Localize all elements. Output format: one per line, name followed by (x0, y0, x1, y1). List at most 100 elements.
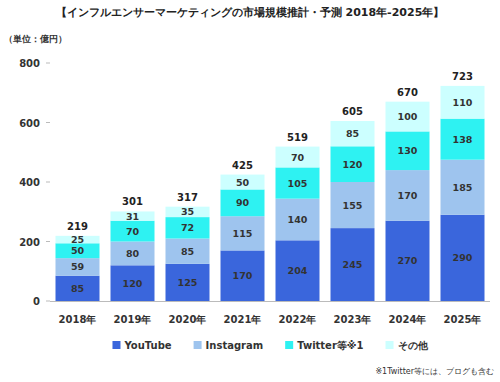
data-label: 70 (126, 226, 140, 237)
data-label: 155 (343, 200, 363, 211)
bar-segment (386, 102, 430, 132)
bar-segment (331, 146, 375, 182)
bar-segment (111, 265, 155, 301)
legend-label: その他 (398, 340, 429, 351)
x-tick-label: 2023年 (334, 314, 372, 325)
data-label: 115 (233, 228, 253, 239)
x-tick-label: 2020年 (169, 314, 207, 325)
bar-segment (331, 182, 375, 228)
y-tick-label: 600 (19, 118, 40, 129)
data-label: 110 (453, 97, 473, 108)
y-tick (46, 301, 50, 302)
legend-item: その他 (386, 340, 429, 351)
x-tick-label: 2022年 (279, 314, 317, 325)
bar-segment (441, 215, 485, 301)
x-tick-label: 2021年 (224, 314, 262, 325)
bar-segment (221, 175, 265, 190)
x-axis (50, 301, 490, 302)
data-label: 72 (181, 222, 194, 233)
labels: 8559502521912080703130112585723531717011… (67, 71, 473, 294)
y-tick-label: 0 (33, 296, 40, 307)
total-label: 425 (232, 160, 253, 171)
legend-item: Twitter等※1 (285, 340, 363, 351)
legend-label: Instagram (206, 340, 264, 351)
bar-segment (331, 228, 375, 301)
legend-item: YouTube (112, 340, 171, 351)
data-label: 85 (346, 128, 359, 139)
total-label: 301 (122, 196, 143, 207)
legend-swatch (285, 341, 293, 349)
total-label: 317 (177, 192, 198, 203)
data-label: 59 (71, 261, 84, 272)
bars (56, 86, 485, 301)
bar-segment (56, 276, 100, 301)
bar-segment (276, 167, 320, 198)
x-tick-label: 2024年 (389, 314, 427, 325)
data-label: 170 (233, 270, 253, 281)
bar-segment (386, 221, 430, 301)
title: 【インフルエンサーマーケティングの市場規模推計・予測 2018年-2025年】 (56, 6, 445, 19)
y-tick (46, 182, 50, 183)
y-tick-label: 800 (19, 58, 40, 69)
data-label: 120 (343, 159, 363, 170)
data-label: 80 (126, 248, 140, 259)
bar-segment (386, 170, 430, 221)
bar-segment (56, 243, 100, 258)
data-label: 270 (398, 255, 418, 266)
y-tick-label: 400 (19, 177, 40, 188)
bar-segment (441, 119, 485, 160)
data-label: 50 (236, 177, 250, 188)
bar-segment (111, 221, 155, 242)
bar-segment (221, 250, 265, 301)
data-label: 35 (181, 206, 194, 217)
x-tick-label: 2025年 (444, 314, 482, 325)
data-label: 31 (126, 211, 139, 222)
bar-segment (276, 240, 320, 301)
bar-segment (111, 211, 155, 220)
legend-label: Twitter等※1 (297, 340, 363, 351)
bar-segment (221, 216, 265, 250)
data-label: 90 (236, 197, 250, 208)
data-label: 130 (398, 145, 418, 156)
data-label: 290 (453, 252, 473, 263)
bar-segment (276, 147, 320, 168)
y-tick-label: 200 (19, 237, 40, 248)
bar-segment (441, 86, 485, 119)
legend-item: Instagram (194, 340, 264, 351)
data-label: 140 (288, 214, 308, 225)
bar-segment (331, 121, 375, 146)
bar-segment (166, 239, 210, 264)
legend-label: YouTube (123, 340, 171, 351)
data-label: 204 (288, 265, 308, 276)
data-label: 70 (291, 152, 305, 163)
bar-segment (111, 242, 155, 266)
legend-swatch (194, 341, 202, 349)
data-label: 50 (71, 245, 85, 256)
data-label: 138 (453, 134, 473, 145)
total-label: 519 (287, 132, 308, 143)
data-label: 120 (123, 278, 143, 289)
chart: 【インフルエンサーマーケティングの市場規模推計・予測 2018年-2025年】 （… (0, 0, 500, 382)
data-label: 245 (343, 259, 363, 270)
legend: YouTube Instagram Twitter等※1 その他 (112, 340, 428, 351)
bar-segment (166, 207, 210, 217)
legend-swatch (112, 341, 120, 349)
bar-segment (166, 217, 210, 238)
y-tick (46, 122, 50, 123)
footnote: ※1Twitter等には、ブログも含む (375, 367, 494, 376)
data-label: 105 (288, 178, 308, 189)
data-label: 125 (178, 277, 198, 288)
bar-segment (56, 258, 100, 276)
data-label: 85 (71, 283, 84, 294)
x-tick-label: 2018年 (59, 314, 97, 325)
data-label: 85 (181, 246, 194, 257)
total-label: 605 (342, 106, 363, 117)
unit-label: （単位：億円） (4, 34, 67, 44)
data-label: 100 (398, 111, 418, 122)
data-label: 185 (453, 182, 473, 193)
x-tick-label: 2019年 (114, 314, 152, 325)
bar-segment (441, 160, 485, 215)
bar-segment (276, 199, 320, 241)
total-label: 219 (67, 221, 88, 232)
legend-swatch (386, 341, 394, 349)
